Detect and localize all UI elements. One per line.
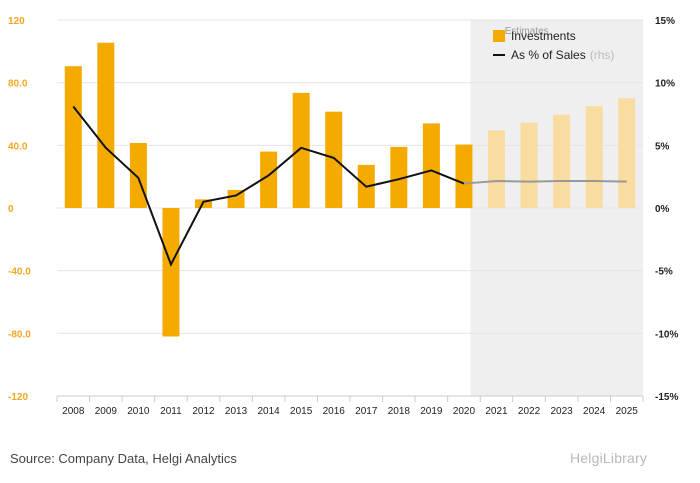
right-axis-tick-label: 10%: [655, 79, 675, 90]
investment-bar: [227, 189, 245, 208]
left-axis-ticks: 120 80.0 40.0 0 -40.0 -80.0 -120: [8, 16, 31, 403]
source-note: Source: Company Data, Helgi Analytics: [10, 451, 237, 466]
right-axis-tick-label: 0%: [655, 204, 670, 215]
left-axis-tick-label: 0: [8, 204, 14, 215]
x-axis-tick-label: 2018: [388, 406, 411, 417]
x-axis-tick-label: 2013: [225, 406, 248, 417]
x-axis-tick-label: 2022: [518, 406, 541, 417]
x-axis-tick-label: 2015: [290, 406, 313, 417]
legend-swatch-investments: [493, 30, 505, 42]
investment-bar: [618, 98, 636, 208]
investment-bar: [488, 130, 505, 208]
investment-bars: [64, 42, 636, 337]
x-axis-ticks: 2008 2009 2010 2011 2012 2013 2014 2015 2016 2017…: [56, 396, 644, 417]
left-axis-tick-label: -120: [8, 392, 28, 403]
x-axis-tick-label: 2019: [420, 406, 443, 417]
x-axis-tick-label: 2011: [160, 406, 182, 417]
x-axis-tick-label: 2021: [485, 406, 508, 417]
estimates-label: Estimates: [505, 26, 549, 37]
x-axis-tick-label: 2012: [192, 406, 215, 417]
investment-bar: [455, 144, 473, 208]
x-axis-tick-label: 2025: [616, 406, 639, 417]
investment-bar: [129, 142, 147, 208]
investment-bar: [390, 146, 408, 208]
left-axis-tick-label: 80.0: [8, 79, 28, 90]
x-axis-tick-label: 2010: [127, 406, 150, 417]
helgi-library-logo: HelgiLibrary: [570, 450, 647, 466]
right-axis-tick-label: -5%: [655, 267, 673, 278]
legend-label-sales-ratio-name: As % of Sales: [511, 48, 586, 62]
investment-bar: [260, 151, 278, 208]
x-axis-tick-label: 2023: [550, 406, 573, 417]
left-axis-tick-label: -40.0: [8, 267, 31, 278]
left-axis-tick-label: 120: [8, 16, 25, 27]
x-axis-tick-label: 2024: [583, 406, 606, 417]
x-axis-tick-label: 2009: [95, 406, 118, 417]
legend: Investments As % of Sales (rhs): [493, 29, 614, 62]
x-axis-tick-label: 2020: [453, 406, 476, 417]
logo-text: HelgiLibrary: [570, 450, 648, 466]
sales-ratio-line-estimate: [463, 180, 627, 185]
legend-label-sales-ratio: As % of Sales (rhs): [511, 48, 614, 62]
investment-bar: [585, 106, 603, 208]
right-axis-tick-label: -15%: [655, 392, 678, 403]
legend-label-rhs: (rhs): [590, 48, 615, 62]
investment-bar: [325, 111, 343, 208]
x-axis-tick-label: 2016: [323, 406, 346, 417]
x-axis-tick-label: 2017: [355, 406, 378, 417]
investment-bar: [64, 66, 82, 208]
right-axis-tick-label: 15%: [655, 16, 675, 27]
investment-bar: [292, 92, 310, 208]
investment-bar: [553, 114, 571, 208]
right-axis-tick-label: -10%: [655, 329, 678, 340]
right-axis-ticks: 15% 10% 5% 0% -5% -10% -15%: [655, 16, 678, 403]
x-axis-tick-label: 2014: [257, 406, 280, 417]
investment-bar: [97, 42, 115, 208]
legend-label-investments: Investments: [511, 29, 576, 43]
left-axis-tick-label: 40.0: [8, 141, 28, 152]
sales-ratio-line: [72, 105, 627, 267]
left-axis-tick-label: -80.0: [8, 329, 31, 340]
investment-bar: [520, 122, 538, 208]
right-axis-tick-label: 5%: [655, 141, 670, 152]
investment-bar: [422, 123, 440, 208]
investment-bar: [162, 208, 180, 337]
sales-ratio-line-actual: [72, 105, 465, 267]
x-axis-tick-label: 2008: [62, 406, 85, 417]
